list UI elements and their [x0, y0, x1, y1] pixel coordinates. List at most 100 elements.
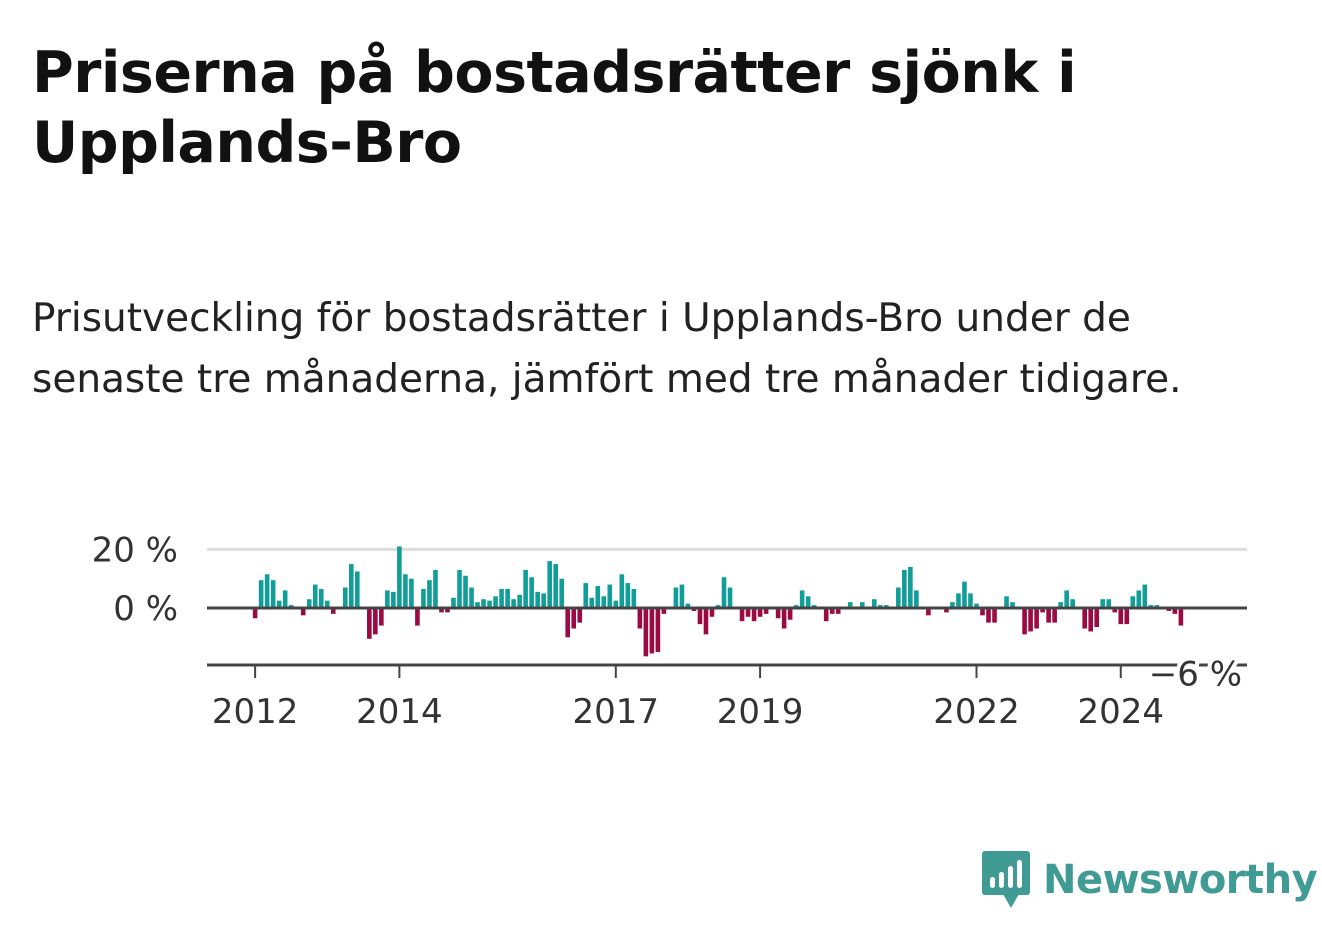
bar	[252, 608, 258, 619]
bar	[986, 608, 991, 623]
bar	[649, 608, 655, 654]
bar	[613, 600, 619, 608]
bar	[439, 608, 444, 613]
bar	[823, 608, 829, 622]
bar	[607, 584, 613, 608]
bar	[487, 600, 492, 608]
bar	[409, 578, 414, 608]
bar	[703, 608, 709, 635]
bar	[1124, 608, 1130, 625]
bar	[565, 608, 571, 638]
x-tick-label: 2012	[212, 692, 299, 732]
bar	[1088, 608, 1093, 632]
x-tick-label: 2017	[573, 692, 660, 732]
bar	[595, 586, 601, 609]
bar	[619, 574, 625, 608]
bar	[637, 608, 643, 629]
bar	[1118, 608, 1124, 625]
bar	[1070, 599, 1075, 608]
bar	[1178, 608, 1184, 626]
bar	[1106, 599, 1112, 608]
bar	[763, 608, 769, 614]
bar	[968, 593, 973, 608]
bar	[1064, 590, 1069, 608]
bar	[1112, 608, 1118, 613]
bar	[276, 600, 282, 608]
newsworthy-chart-bubble-icon	[982, 851, 1030, 908]
bar	[577, 608, 583, 623]
bar	[517, 594, 522, 608]
bar	[859, 602, 865, 608]
bar	[589, 597, 595, 609]
bar	[312, 584, 318, 608]
bar	[415, 608, 420, 626]
bar	[385, 590, 390, 608]
bar	[463, 575, 468, 608]
bar	[282, 590, 288, 608]
bar	[421, 588, 426, 608]
bar	[655, 608, 661, 652]
bar	[956, 593, 961, 608]
bar	[1046, 608, 1051, 623]
bar	[451, 597, 456, 609]
bar	[799, 590, 805, 608]
bar	[403, 574, 408, 608]
bar	[318, 588, 324, 608]
chart-title: Priserna på bostadsrätter sjönk i Upplan…	[32, 40, 1077, 176]
bar	[805, 596, 811, 608]
bar	[721, 577, 727, 608]
bar	[1034, 608, 1039, 629]
bar	[535, 591, 540, 608]
brand-logo[interactable]: Newsworthy	[981, 850, 1318, 910]
bar	[781, 608, 787, 629]
bar	[950, 602, 955, 608]
bar	[739, 608, 745, 622]
bar-chart: 0 %20 %2012 2014 2017 2019 2022 2024−6 %−6 %	[92, 530, 1247, 732]
bar	[643, 608, 649, 657]
bar	[835, 608, 841, 614]
bar	[505, 588, 510, 608]
bar	[1052, 608, 1057, 623]
bars-layer	[252, 546, 1184, 657]
bar	[349, 564, 354, 608]
bar	[1100, 599, 1106, 608]
last-value-label: −6 %	[1149, 655, 1242, 695]
bar	[300, 608, 306, 616]
bar	[631, 588, 637, 608]
bar	[379, 608, 384, 626]
bar	[427, 580, 432, 608]
bar	[1004, 596, 1009, 608]
bar	[661, 608, 667, 614]
axis-layer	[207, 606, 1247, 678]
bar	[499, 588, 504, 608]
bar	[1028, 608, 1033, 632]
bar	[1010, 602, 1015, 608]
bar	[685, 603, 691, 609]
bar	[445, 608, 450, 613]
bar	[433, 569, 438, 608]
bar	[306, 599, 312, 608]
bar	[974, 603, 979, 609]
bar	[709, 608, 715, 617]
bar	[355, 571, 360, 609]
last-value-halo: −6 %	[1149, 655, 1242, 695]
bar	[980, 608, 985, 616]
bar	[258, 580, 264, 608]
bar	[926, 608, 931, 616]
bar	[697, 608, 703, 625]
bar	[908, 566, 913, 608]
bar	[342, 587, 348, 608]
y-tick-label: 0 %	[113, 589, 178, 629]
bar	[944, 608, 949, 613]
bar	[264, 574, 270, 608]
bar	[896, 587, 901, 608]
bar	[871, 599, 877, 608]
bar	[270, 580, 276, 608]
bar	[523, 569, 528, 608]
bar	[373, 608, 378, 635]
bar	[324, 600, 330, 608]
bar	[679, 584, 685, 608]
bar	[1022, 608, 1027, 635]
bar	[1172, 608, 1178, 614]
x-tick-label: 2024	[1077, 692, 1164, 732]
